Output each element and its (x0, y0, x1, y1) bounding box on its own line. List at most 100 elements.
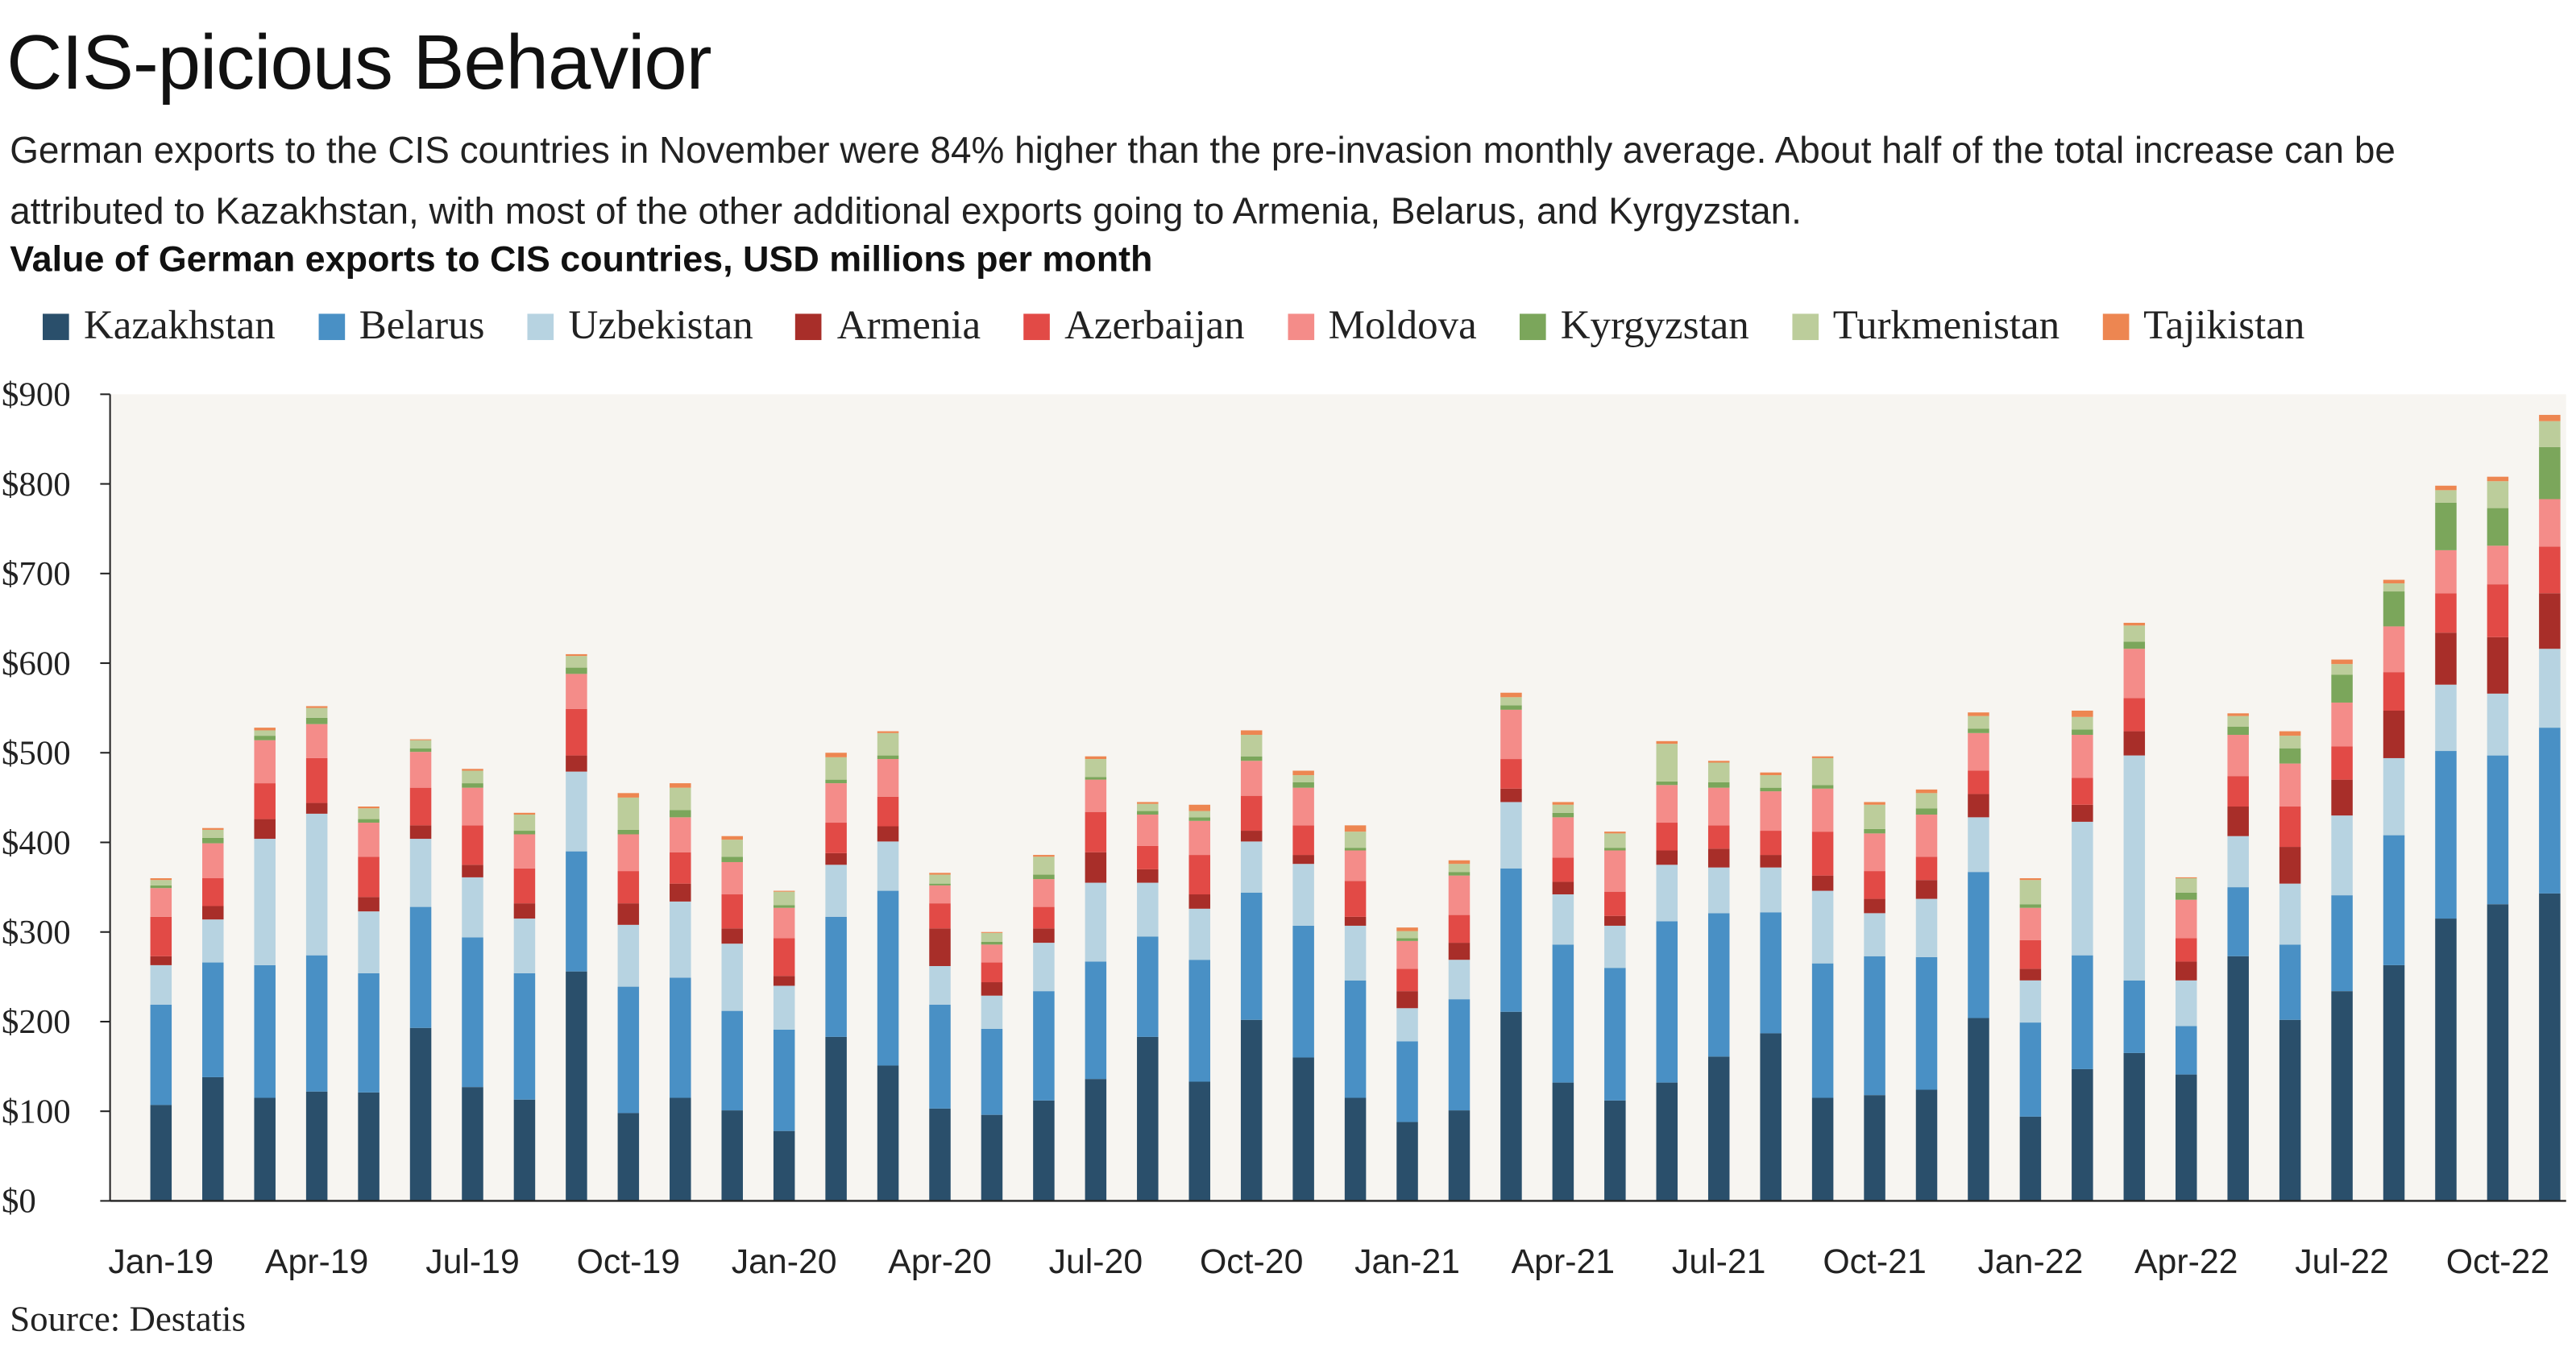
bar-segment-turkmenistan-dec-19 (721, 840, 743, 857)
bar-segment-tajikistan-nov-22 (2539, 414, 2561, 421)
bar-segment-tajikistan-nov-19 (670, 783, 691, 788)
bar-segment-uzbekistan-aug-20 (1137, 882, 1159, 937)
bar-segment-uzbekistan-mar-19 (254, 839, 276, 965)
bar-segment-belarus-jul-22 (2331, 895, 2353, 992)
bar-segment-tajikistan-jun-21 (1656, 740, 1678, 744)
bar-segment-kyrgyzstan-jan-20 (773, 905, 795, 908)
bar-segment-belarus-nov-20 (1292, 925, 1314, 1058)
bar-segment-uzbekistan-aug-21 (1760, 867, 1782, 913)
bar-segment-kazakhstan-jun-20 (1033, 1100, 1055, 1201)
bar-segment-belarus-jan-22 (2019, 1022, 2042, 1117)
bar-segment-azerbaijan-mar-20 (877, 796, 899, 827)
bar-segment-azerbaijan-aug-19 (513, 868, 536, 904)
bar-segment-azerbaijan-sep-21 (1811, 832, 1834, 876)
legend-item-azerbaijan: Azerbaijan (1023, 304, 1245, 350)
bar-segment-uzbekistan-apr-20 (929, 966, 951, 1005)
bar-segment-kyrgyzstan-may-21 (1604, 848, 1626, 851)
x-tick-label: Jul-22 (2295, 1242, 2389, 1281)
bar-segment-tajikistan-may-19 (358, 807, 380, 809)
bar-segment-azerbaijan-jul-21 (1707, 825, 1730, 849)
bar-segment-turkmenistan-oct-20 (1240, 735, 1263, 757)
bar-segment-belarus-jan-19 (150, 1004, 172, 1105)
bar-segment-azerbaijan-jan-19 (150, 916, 172, 956)
bar-segment-belarus-feb-19 (202, 962, 224, 1077)
bar-segment-azerbaijan-apr-20 (929, 903, 951, 929)
bar-segment-uzbekistan-apr-21 (1552, 894, 1574, 945)
bar-segment-moldova-oct-19 (617, 834, 640, 872)
bar-segment-armenia-mar-20 (877, 826, 899, 842)
bar-segment-kyrgyzstan-sep-19 (566, 667, 587, 674)
bar-segment-azerbaijan-dec-20 (1344, 881, 1367, 917)
bar-segment-kazakhstan-aug-20 (1137, 1036, 1159, 1201)
bar-segment-uzbekistan-aug-22 (2383, 757, 2405, 836)
bar-segment-belarus-may-19 (358, 973, 380, 1093)
bar-segment-azerbaijan-may-21 (1604, 891, 1626, 916)
bar-segment-kazakhstan-jun-19 (409, 1027, 432, 1201)
bar-segment-uzbekistan-oct-21 (1864, 913, 1885, 956)
bar-segment-kyrgyzstan-jul-19 (462, 783, 483, 788)
y-tick-label: $900 (2, 376, 71, 414)
bar-segment-azerbaijan-sep-20 (1188, 855, 1211, 895)
bar-segment-turkmenistan-sep-19 (566, 656, 587, 668)
legend-swatch (1519, 313, 1546, 341)
bar-segment-moldova-mar-20 (877, 759, 899, 797)
bar-segment-kazakhstan-oct-20 (1240, 1019, 1263, 1201)
bar-segment-uzbekistan-may-21 (1604, 925, 1626, 968)
bar-segment-tajikistan-aug-19 (513, 812, 536, 815)
bar-segment-turkmenistan-sep-21 (1811, 757, 1834, 786)
bar-segment-kazakhstan-jul-22 (2331, 991, 2353, 1201)
bar-segment-moldova-may-20 (981, 944, 1003, 963)
legend-item-belarus: Belarus (317, 304, 484, 350)
y-tick-label: $0 (2, 1183, 36, 1221)
bar-segment-azerbaijan-oct-22 (2487, 584, 2509, 637)
bar-segment-uzbekistan-oct-19 (617, 924, 640, 987)
bar-segment-armenia-jan-19 (150, 956, 172, 965)
bar-segment-turkmenistan-aug-19 (513, 815, 536, 832)
bar-segment-azerbaijan-jun-22 (2279, 807, 2301, 848)
bar-segment-tajikistan-may-20 (981, 931, 1003, 933)
bar-segment-armenia-jun-20 (1033, 928, 1055, 943)
bar-segment-moldova-feb-20 (825, 783, 847, 823)
bar-segment-azerbaijan-jan-20 (773, 938, 795, 977)
bar-segment-turkmenistan-feb-20 (825, 757, 847, 780)
bar-segment-kazakhstan-oct-19 (617, 1113, 640, 1201)
bar-segment-kazakhstan-dec-21 (1968, 1018, 1989, 1201)
bar-segment-uzbekistan-dec-20 (1344, 925, 1367, 981)
legend-item-armenia: Armenia (795, 304, 981, 350)
bar-segment-tajikistan-mar-22 (2123, 622, 2146, 626)
bar-segment-armenia-nov-19 (670, 883, 691, 902)
bar-segment-turkmenistan-sep-20 (1188, 811, 1211, 818)
bar-segment-turkmenistan-jul-22 (2331, 664, 2353, 675)
bar-segment-armenia-jul-20 (1085, 852, 1107, 883)
bar-segment-kazakhstan-aug-22 (2383, 964, 2405, 1201)
bar-segment-belarus-feb-22 (2072, 955, 2093, 1069)
bar-segment-belarus-aug-19 (513, 973, 536, 1100)
legend-item-tajikistan: Tajikistan (2102, 304, 2304, 350)
bar-segment-armenia-nov-22 (2539, 593, 2561, 649)
chart-title: CIS-picious Behavior (6, 18, 711, 106)
bar-segment-armenia-aug-22 (2383, 710, 2405, 758)
bar-segment-tajikistan-oct-22 (2487, 476, 2509, 482)
bar-segment-kyrgyzstan-oct-20 (1240, 756, 1263, 761)
bar-segment-belarus-may-21 (1604, 968, 1626, 1101)
bar-segment-kyrgyzstan-feb-21 (1448, 872, 1471, 876)
bar-segment-uzbekistan-may-20 (981, 995, 1003, 1029)
bar-segment-kazakhstan-feb-20 (825, 1036, 847, 1201)
bar-segment-azerbaijan-mar-22 (2123, 698, 2146, 732)
bar-segment-kyrgyzstan-aug-19 (513, 831, 536, 835)
bar-segment-kazakhstan-mar-21 (1500, 1011, 1522, 1201)
bar-segment-belarus-apr-19 (305, 955, 328, 1092)
bar-segment-kyrgyzstan-mar-21 (1500, 705, 1522, 710)
x-tick-label: Oct-21 (1823, 1242, 1926, 1281)
y-tick-label: $200 (2, 1003, 71, 1041)
bar-segment-belarus-jun-20 (1033, 991, 1055, 1101)
bar-segment-uzbekistan-nov-20 (1292, 864, 1314, 926)
bar-segment-uzbekistan-sep-19 (566, 771, 587, 852)
bar-segment-azerbaijan-jun-19 (409, 787, 432, 826)
bar-segment-tajikistan-jul-20 (1085, 756, 1107, 760)
bar-segment-uzbekistan-jan-20 (773, 985, 795, 1030)
bar-segment-moldova-mar-19 (254, 740, 276, 784)
bar-segment-moldova-feb-19 (202, 843, 224, 878)
bar-segment-moldova-jun-19 (409, 752, 432, 788)
bar-segment-uzbekistan-sep-21 (1811, 890, 1834, 964)
